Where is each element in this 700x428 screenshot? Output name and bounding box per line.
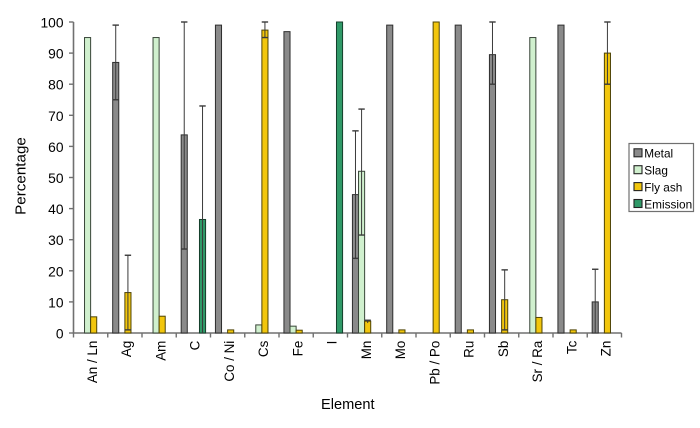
svg-text:Am: Am <box>153 341 168 361</box>
svg-text:Fly ash: Fly ash <box>644 180 682 194</box>
svg-text:Sb: Sb <box>496 341 511 357</box>
svg-text:100: 100 <box>40 16 63 31</box>
svg-text:Cs: Cs <box>256 340 271 357</box>
svg-text:40: 40 <box>48 202 64 217</box>
svg-text:Slag: Slag <box>644 164 668 178</box>
svg-text:50: 50 <box>48 171 64 186</box>
svg-text:Sr / Ra: Sr / Ra <box>530 340 545 382</box>
svg-text:C: C <box>188 340 203 350</box>
svg-text:Metal: Metal <box>644 147 673 161</box>
svg-text:Mo: Mo <box>393 341 408 360</box>
svg-text:Ag: Ag <box>119 341 134 357</box>
svg-text:30: 30 <box>48 233 64 248</box>
svg-text:80: 80 <box>48 78 64 93</box>
svg-text:Emission: Emission <box>644 197 692 211</box>
svg-text:10: 10 <box>48 295 64 310</box>
svg-text:Mn: Mn <box>359 341 374 360</box>
svg-text:70: 70 <box>48 109 64 124</box>
svg-text:An / Ln: An / Ln <box>85 341 100 383</box>
svg-text:0: 0 <box>56 327 64 342</box>
svg-text:Zn: Zn <box>599 341 614 357</box>
svg-text:20: 20 <box>48 264 64 279</box>
svg-text:Pb / Po: Pb / Po <box>427 341 442 385</box>
svg-text:Element: Element <box>321 397 375 413</box>
svg-text:60: 60 <box>48 140 64 155</box>
svg-text:Fe: Fe <box>290 341 305 357</box>
svg-text:Percentage: Percentage <box>13 137 30 215</box>
svg-text:Co / Ni: Co / Ni <box>222 341 237 382</box>
svg-text:I: I <box>325 341 340 345</box>
svg-text:90: 90 <box>48 47 64 62</box>
svg-text:Tc: Tc <box>564 340 579 354</box>
svg-text:Ru: Ru <box>462 341 477 358</box>
